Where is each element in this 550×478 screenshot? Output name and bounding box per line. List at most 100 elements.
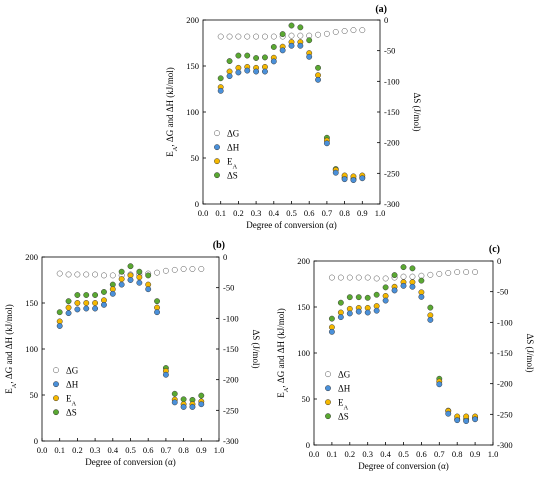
x-tick-label: 0.4 — [107, 445, 118, 455]
data-point-delta-s — [382, 284, 389, 291]
data-point-ea — [92, 300, 99, 306]
y-right-tick-label: 0 — [497, 256, 501, 266]
data-point-delta-g — [297, 32, 304, 39]
x-tick-label: 0.8 — [452, 449, 463, 459]
data-point-delta-g — [74, 271, 81, 278]
y-right-tick-label: -300 — [497, 440, 513, 450]
x-tick-label: 0.9 — [470, 449, 481, 459]
legend-label: ΔH — [66, 380, 79, 390]
data-point-delta-s — [400, 264, 407, 271]
x-tick-label: 0.7 — [434, 449, 445, 459]
legend-marker — [325, 399, 331, 406]
data-point-delta-h — [409, 283, 416, 290]
panel-label: (c) — [489, 244, 500, 255]
y-right-axis-label: ΔS (J/mol) — [251, 329, 261, 368]
data-point-ea — [74, 300, 81, 306]
data-point-delta-h — [346, 310, 353, 317]
x-tick-label: 0.8 — [178, 445, 189, 455]
legend-label: ΔG — [227, 129, 240, 139]
data-point-delta-h — [56, 323, 63, 329]
data-point-delta-s — [235, 52, 242, 59]
data-point-delta-g — [226, 33, 233, 40]
data-point-delta-h — [323, 140, 330, 147]
data-point-delta-s — [315, 64, 321, 71]
x-tick-label: 0.5 — [286, 208, 297, 218]
data-point-delta-g — [350, 27, 357, 34]
data-point-delta-g — [65, 271, 72, 278]
data-point-delta-h — [118, 281, 125, 288]
y-right-tick-label: -250 — [223, 405, 239, 415]
data-point-delta-g — [189, 266, 196, 272]
data-point-delta-s — [288, 22, 295, 29]
data-point-delta-s — [270, 44, 277, 50]
data-point-delta-s — [262, 54, 268, 61]
data-point-delta-s — [145, 272, 152, 279]
data-point-delta-h — [154, 309, 161, 316]
data-point-delta-h — [382, 297, 389, 304]
data-point-delta-h — [136, 279, 143, 286]
y-left-tick-label: 150 — [186, 61, 199, 71]
data-point-delta-h — [400, 282, 407, 289]
data-point-delta-h — [253, 68, 260, 75]
x-tick-label: 0.6 — [143, 445, 154, 455]
x-tick-label: 1.0 — [375, 208, 386, 218]
y-right-tick-label: 0 — [384, 15, 388, 25]
legend-label: ΔS — [227, 171, 238, 181]
legend-label: EA — [338, 398, 349, 412]
x-tick-label: 0.2 — [344, 449, 355, 459]
data-point-delta-h — [180, 404, 187, 410]
data-point-delta-g — [359, 27, 366, 34]
data-point-delta-s — [217, 75, 224, 82]
data-point-delta-s — [328, 315, 335, 322]
x-tick-label: 0.1 — [327, 449, 338, 459]
data-point-delta-h — [436, 381, 443, 388]
chart-panel-b: 0.0 0.1 0.2 0.3 0.4 0.5 0.6 0.7 0.8 0.9 1.0 0 50 100 1… — [4, 240, 261, 467]
data-point-delta-g — [315, 31, 321, 38]
panel-label: (b) — [213, 240, 225, 251]
x-tick-label: 0.5 — [125, 445, 136, 455]
data-point-delta-h — [445, 410, 452, 417]
data-point-delta-h — [350, 177, 357, 184]
data-point-delta-g — [180, 266, 187, 272]
y-right-axis-label: ΔS (J/mol) — [525, 333, 535, 372]
data-point-ea — [118, 276, 125, 283]
data-point-delta-s — [180, 396, 187, 403]
data-point-delta-s — [171, 390, 178, 397]
data-point-delta-g — [436, 270, 443, 277]
data-point-delta-g — [445, 270, 452, 276]
data-point-delta-h — [92, 305, 99, 312]
x-axis-label: Degree of conversion (α) — [246, 220, 336, 230]
legend-label: ΔG — [338, 370, 351, 380]
data-point-delta-s — [364, 294, 371, 301]
data-point-delta-h — [391, 287, 398, 294]
x-tick-label: 1.0 — [214, 445, 225, 455]
data-point-delta-h — [145, 286, 152, 293]
chart-panel-c: 0.0 0.1 0.2 0.3 0.4 0.5 0.6 0.7 0.8 0.9 1.0 0 50 100 1… — [276, 244, 535, 471]
data-point-delta-h — [262, 68, 268, 75]
data-point-delta-g — [472, 269, 479, 275]
data-point-delta-h — [270, 58, 277, 65]
x-tick-label: 0.3 — [362, 449, 373, 459]
y-left-axis-label: EA, ΔG and ΔH (kJ/mol) — [165, 67, 179, 157]
data-point-delta-h — [337, 314, 344, 321]
x-axis-label: Degree of conversion (α) — [358, 461, 448, 471]
data-point-delta-g — [253, 33, 260, 40]
x-tick-label: 0.3 — [251, 208, 262, 218]
data-point-delta-g — [154, 269, 161, 276]
data-point-delta-g — [373, 275, 380, 282]
x-tick-label: 0.0 — [309, 449, 320, 459]
data-point-delta-g — [217, 33, 224, 40]
data-point-delta-g — [427, 271, 434, 278]
y-right-tick-label: -200 — [384, 138, 400, 148]
data-point-delta-g — [400, 273, 407, 280]
legend-marker — [325, 371, 331, 378]
data-point-delta-h — [364, 309, 371, 316]
data-point-delta-s — [418, 277, 425, 284]
y-right-tick-label: -300 — [223, 436, 239, 446]
data-point-delta-s — [136, 268, 143, 275]
y-right-tick-label: -200 — [497, 379, 513, 389]
legend-label: ΔS — [338, 412, 349, 422]
data-point-delta-h — [427, 316, 434, 323]
data-point-delta-h — [315, 76, 321, 83]
